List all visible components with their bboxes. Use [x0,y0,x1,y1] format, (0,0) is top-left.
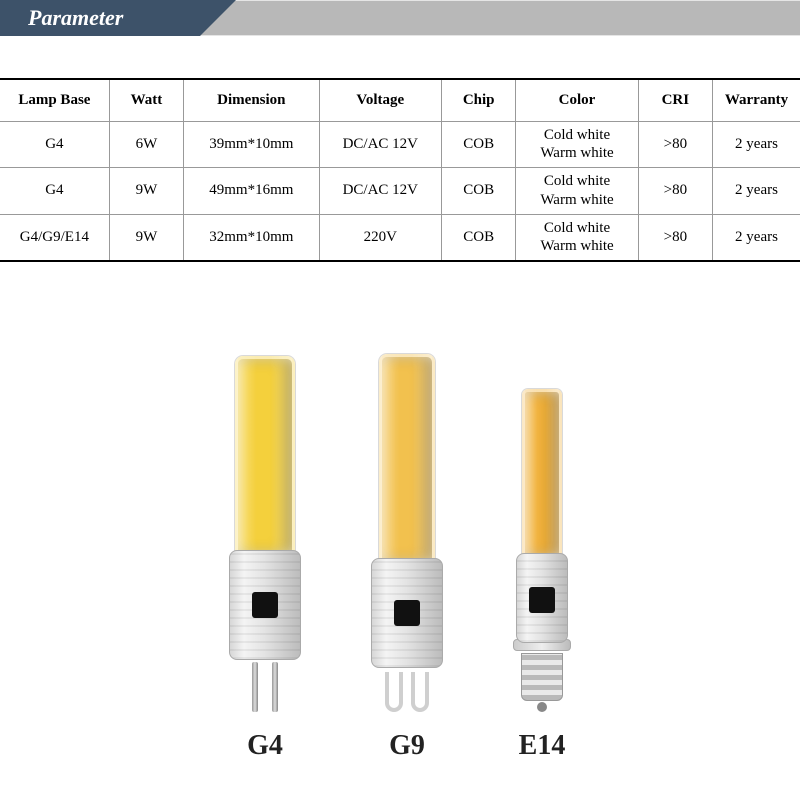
section-header: Parameter [0,0,800,36]
cell-voltage: DC/AC 12V [319,168,441,215]
col-header-lamp-base: Lamp Base [0,79,109,121]
col-header-chip: Chip [442,79,516,121]
cell-color: Cold whiteWarm white [516,214,638,261]
product-g9: G9 [371,354,443,762]
cell-cri: >80 [638,121,712,168]
product-g4: G4 [229,356,301,762]
bulb-illustration [513,389,571,712]
driver-chip-icon [529,587,555,613]
cell-voltage: 220V [319,214,441,261]
cell-dimension: 39mm*10mm [184,121,320,168]
cell-chip: COB [442,168,516,215]
cell-warranty: 2 years [713,168,800,215]
table-body: G46W39mm*10mmDC/AC 12VCOBCold whiteWarm … [0,121,800,261]
cell-warranty: 2 years [713,121,800,168]
cell-watt: 9W [109,168,183,215]
table-row: G46W39mm*10mmDC/AC 12VCOBCold whiteWarm … [0,121,800,168]
cell-warranty: 2 years [713,214,800,261]
col-header-voltage: Voltage [319,79,441,121]
cell-dimension: 32mm*10mm [184,214,320,261]
bulb-illustration [371,354,443,712]
e14-screw-icon [521,653,563,701]
cell-lamp_base: G4 [0,168,109,215]
cell-voltage: DC/AC 12V [319,121,441,168]
cell-color: Cold whiteWarm white [516,168,638,215]
col-header-warranty: Warranty [713,79,800,121]
e14-tip-icon [537,702,547,712]
product-row: G4 G9 E14 [0,322,800,762]
bulb-base-icon [371,558,443,668]
bulb-base-icon [229,550,301,660]
col-header-dimension: Dimension [184,79,320,121]
cell-chip: COB [442,214,516,261]
col-header-watt: Watt [109,79,183,121]
section-title-chip: Parameter [0,0,200,36]
section-header-fill [200,0,800,36]
driver-chip-icon [252,592,278,618]
cell-cri: >80 [638,214,712,261]
g4-pins-icon [252,662,278,712]
bulb-base-icon [516,553,568,643]
cell-chip: COB [442,121,516,168]
g9-loop-icon [385,672,403,712]
table-row: G49W49mm*16mmDC/AC 12VCOBCold whiteWarm … [0,168,800,215]
cell-lamp_base: G4 [0,121,109,168]
table-row: G4/G9/E149W32mm*10mm220VCOBCold whiteWar… [0,214,800,261]
pin-icon [272,662,278,712]
product-label: G4 [247,730,283,762]
cell-watt: 9W [109,214,183,261]
spacer [0,36,800,78]
cob-led-icon [522,389,562,559]
product-label: G9 [389,730,425,762]
g9-loops-icon [385,672,429,712]
product-e14: E14 [513,389,571,762]
cell-lamp_base: G4/G9/E14 [0,214,109,261]
section-title: Parameter [28,5,123,31]
cell-watt: 6W [109,121,183,168]
cell-dimension: 49mm*16mm [184,168,320,215]
cob-led-icon [379,354,435,564]
cell-cri: >80 [638,168,712,215]
pin-icon [252,662,258,712]
bulb-illustration [229,356,301,712]
parameter-table: Lamp Base Watt Dimension Voltage Chip Co… [0,78,800,262]
col-header-cri: CRI [638,79,712,121]
driver-chip-icon [394,600,420,626]
cob-led-icon [235,356,295,556]
col-header-color: Color [516,79,638,121]
product-label: E14 [519,730,566,762]
cell-color: Cold whiteWarm white [516,121,638,168]
table-header-row: Lamp Base Watt Dimension Voltage Chip Co… [0,79,800,121]
g9-loop-icon [411,672,429,712]
